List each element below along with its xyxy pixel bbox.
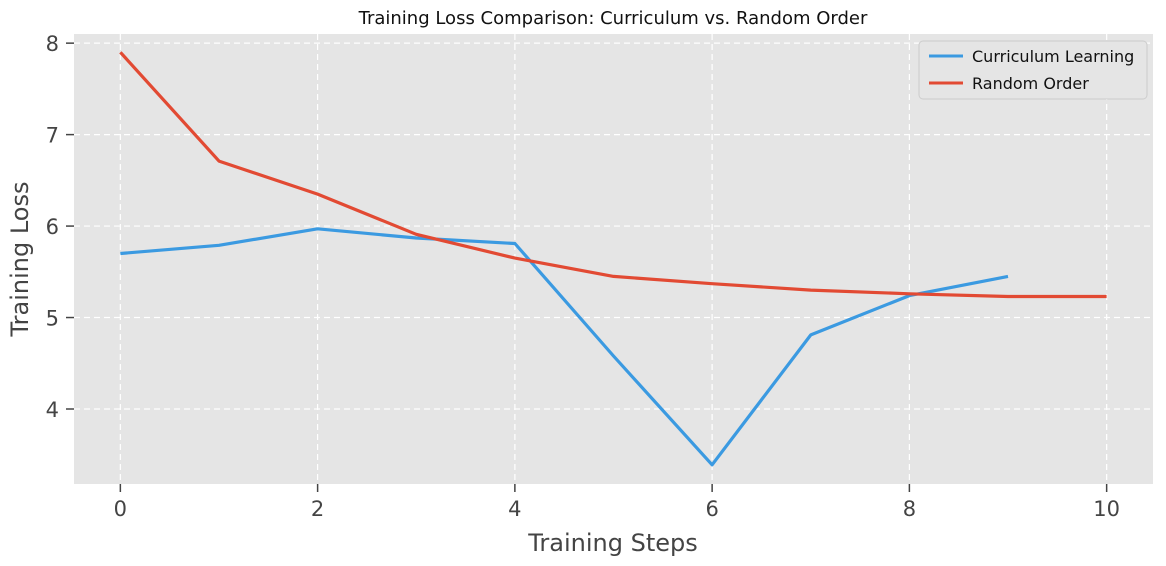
x-tick-label: 2: [311, 497, 324, 521]
x-tick-label: 6: [705, 497, 718, 521]
series-lines: [119, 51, 1107, 467]
y-tick-label: 5: [46, 307, 59, 331]
legend-label-curriculum: Curriculum Learning: [972, 47, 1134, 66]
y-tick-label: 4: [46, 398, 59, 422]
x-tick-label: 4: [508, 497, 521, 521]
x-tick-label: 10: [1093, 497, 1120, 521]
chart-title: Training Loss Comparison: Curriculum vs.…: [358, 8, 868, 29]
legend-label-random: Random Order: [972, 74, 1089, 93]
y-tick-label: 6: [46, 215, 59, 239]
legend: Curriculum Learning Random Order: [918, 40, 1148, 100]
x-tick-label: 8: [903, 497, 916, 521]
series-line-0: [120, 227, 1009, 467]
y-axis-label: Training Loss: [6, 182, 34, 338]
y-tick-label: 7: [46, 124, 59, 148]
series-line-1: [119, 51, 1107, 299]
legend-box: [918, 40, 1148, 100]
plot-area: [74, 34, 1153, 484]
x-axis-label: Training Steps: [527, 529, 697, 557]
x-tick-label: 0: [114, 497, 127, 521]
y-tick-label: 8: [46, 32, 59, 56]
axes: 0 2 4 6 8 10 4 5 6 7 8: [46, 32, 1120, 521]
